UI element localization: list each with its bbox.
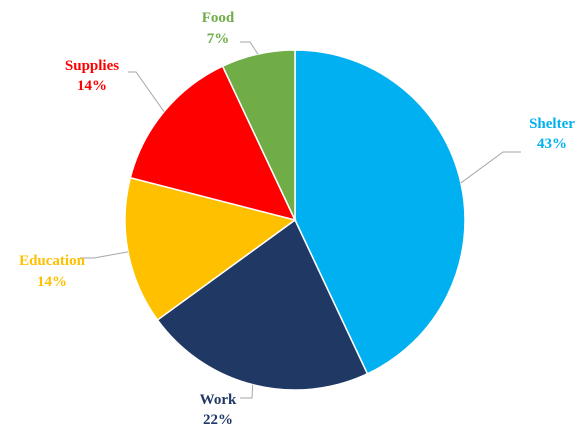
leader-line-supplies — [128, 71, 165, 112]
slice-percent-label: 43% — [537, 136, 567, 152]
pie-slice-food — [221, 49, 296, 221]
leader-line-food — [240, 41, 259, 55]
leader-line-education — [80, 251, 129, 259]
pie-slice-supplies — [129, 65, 297, 222]
pie-slices — [124, 49, 466, 391]
slice-name-label: Education — [19, 253, 86, 269]
slice-name-label: Work — [200, 392, 237, 408]
slice-name-label: Supplies — [65, 58, 119, 74]
leader-line-work — [240, 384, 254, 399]
slice-name-label: Food — [202, 10, 235, 26]
slice-percent-label: 7% — [207, 31, 230, 47]
slice-percent-label: 14% — [37, 274, 67, 290]
slice-percent-label: 22% — [203, 412, 233, 428]
slice-name-label: Shelter — [529, 116, 575, 132]
pie-slice-shelter — [294, 49, 466, 375]
leader-lines — [80, 41, 521, 399]
pie-slice-work — [156, 218, 369, 391]
slice-percent-label: 14% — [77, 78, 107, 94]
pie-slice-education — [124, 176, 297, 321]
leader-line-shelter — [460, 151, 521, 184]
